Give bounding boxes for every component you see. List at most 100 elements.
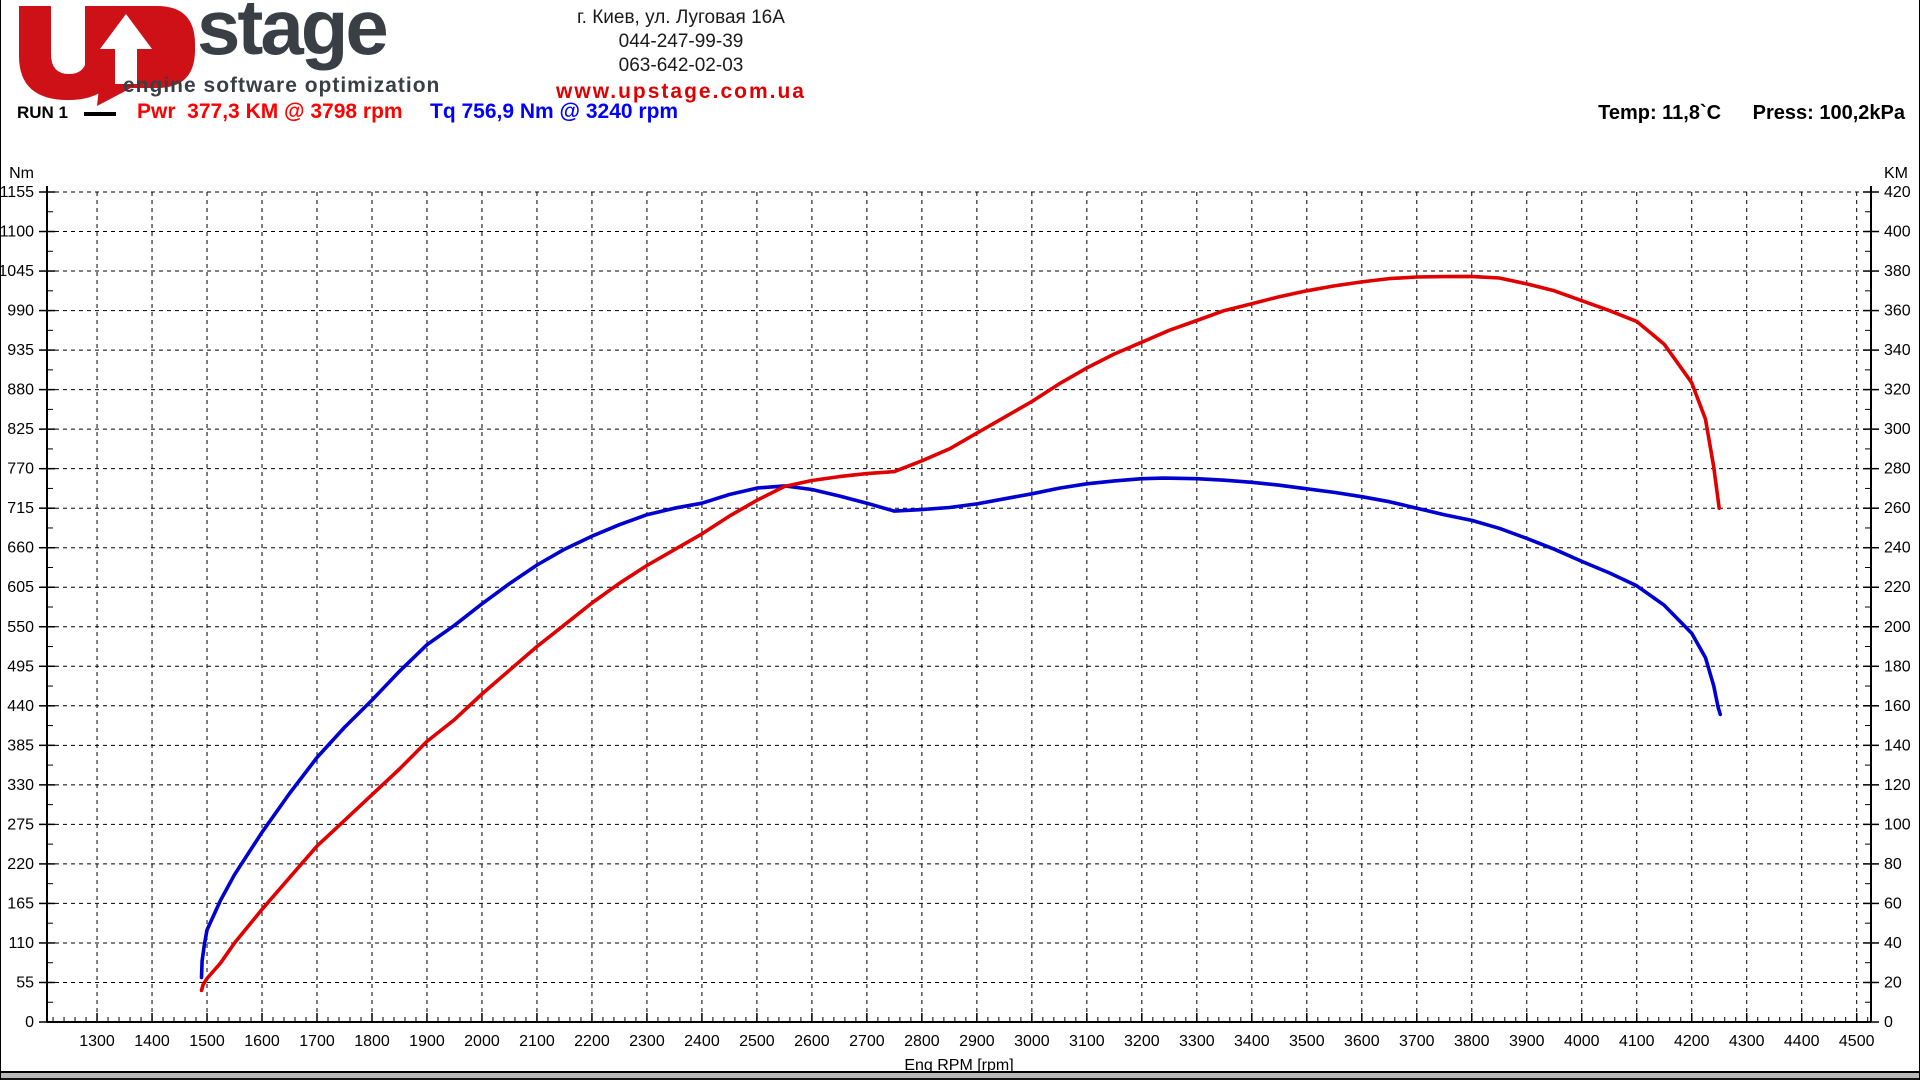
svg-text:770: 770 — [7, 461, 34, 478]
svg-text:165: 165 — [7, 895, 34, 912]
svg-text:275: 275 — [7, 816, 34, 833]
svg-text:2400: 2400 — [684, 1033, 720, 1050]
svg-text:1600: 1600 — [244, 1033, 280, 1050]
svg-text:1900: 1900 — [409, 1033, 445, 1050]
power-curve — [199, 274, 1721, 993]
svg-text:300: 300 — [1884, 421, 1911, 438]
svg-text:360: 360 — [1884, 303, 1911, 320]
svg-text:180: 180 — [1884, 658, 1911, 675]
svg-text:100: 100 — [1884, 816, 1911, 833]
pressure-readout: Press: 100,2kPa — [1752, 102, 1905, 124]
report-header: stage engine software optimization г. Ки… — [1, 0, 1919, 130]
website-link[interactable]: www.upstage.com.ua — [556, 80, 806, 103]
phone-line-1: 044-247-99-39 — [618, 31, 744, 52]
svg-text:3400: 3400 — [1234, 1033, 1270, 1050]
svg-text:55: 55 — [16, 974, 34, 991]
svg-text:2200: 2200 — [574, 1033, 610, 1050]
svg-text:420: 420 — [1884, 184, 1911, 201]
svg-text:3100: 3100 — [1069, 1033, 1105, 1050]
svg-text:0: 0 — [25, 1014, 34, 1031]
svg-text:4300: 4300 — [1729, 1033, 1765, 1050]
temperature-readout: Temp: 11,8`C — [1598, 102, 1722, 124]
svg-text:605: 605 — [7, 579, 34, 596]
power-peak-readout: Pwr 377,3 KM @ 3798 rpm — [137, 100, 403, 123]
svg-text:1155: 1155 — [1, 184, 34, 201]
svg-text:140: 140 — [1884, 737, 1911, 754]
svg-text:3800: 3800 — [1454, 1033, 1490, 1050]
svg-text:330: 330 — [7, 777, 34, 794]
svg-text:4100: 4100 — [1619, 1033, 1655, 1050]
svg-text:2700: 2700 — [849, 1033, 885, 1050]
svg-text:440: 440 — [7, 698, 34, 715]
svg-text:3600: 3600 — [1344, 1033, 1380, 1050]
svg-text:715: 715 — [7, 500, 34, 517]
svg-text:2500: 2500 — [739, 1033, 775, 1050]
torque-peak-readout: Tq 756,9 Nm @ 3240 rpm — [430, 100, 679, 123]
run-legend-line — [84, 112, 116, 116]
svg-text:2900: 2900 — [959, 1033, 995, 1050]
address-line: г. Киев, ул. Луговая 16А — [577, 7, 785, 28]
svg-text:825: 825 — [7, 421, 34, 438]
phone-line-2: 063-642-02-03 — [618, 55, 744, 76]
svg-text:1400: 1400 — [134, 1033, 170, 1050]
svg-text:320: 320 — [1884, 382, 1911, 399]
svg-text:260: 260 — [1884, 500, 1911, 517]
svg-text:2100: 2100 — [519, 1033, 555, 1050]
svg-text:1800: 1800 — [354, 1033, 390, 1050]
svg-text:1300: 1300 — [79, 1033, 115, 1050]
svg-text:2300: 2300 — [629, 1033, 665, 1050]
svg-text:3300: 3300 — [1179, 1033, 1215, 1050]
svg-text:Nm: Nm — [9, 165, 34, 182]
svg-text:4400: 4400 — [1784, 1033, 1820, 1050]
svg-text:550: 550 — [7, 619, 34, 636]
svg-text:0: 0 — [1884, 1014, 1893, 1031]
svg-text:1500: 1500 — [189, 1033, 225, 1050]
svg-text:280: 280 — [1884, 461, 1911, 478]
svg-text:660: 660 — [7, 540, 34, 557]
svg-text:1700: 1700 — [299, 1033, 335, 1050]
svg-text:935: 935 — [7, 342, 34, 359]
svg-text:400: 400 — [1884, 224, 1911, 241]
svg-text:385: 385 — [7, 737, 34, 754]
svg-text:110: 110 — [8, 935, 34, 952]
svg-text:1100: 1100 — [1, 224, 34, 241]
svg-text:2600: 2600 — [794, 1033, 830, 1050]
svg-text:3000: 3000 — [1014, 1033, 1050, 1050]
svg-text:120: 120 — [1884, 777, 1911, 794]
svg-text:220: 220 — [1884, 579, 1911, 596]
upstage-logo-mark — [19, 6, 195, 106]
svg-text:4500: 4500 — [1839, 1033, 1875, 1050]
svg-text:200: 200 — [1884, 619, 1911, 636]
logo-brand-text: stage — [197, 0, 389, 71]
contact-block: г. Киев, ул. Луговая 16А 044-247-99-39 0… — [481, 6, 881, 104]
ambient-conditions: Temp: 11,8`C Press: 100,2kPa — [1572, 102, 1905, 125]
svg-text:160: 160 — [1884, 698, 1911, 715]
svg-text:Eng RPM [rpm]: Eng RPM [rpm] — [904, 1057, 1013, 1074]
svg-text:2000: 2000 — [464, 1033, 500, 1050]
svg-text:340: 340 — [1884, 342, 1911, 359]
window-bottom-border — [1, 1071, 1919, 1080]
svg-text:3500: 3500 — [1289, 1033, 1325, 1050]
svg-text:20: 20 — [1884, 974, 1902, 991]
svg-text:4200: 4200 — [1674, 1033, 1710, 1050]
run-legend-row: RUN 1 Pwr 377,3 KM @ 3798 rpm Tq 756,9 N… — [1, 98, 1919, 130]
svg-text:60: 60 — [1884, 895, 1902, 912]
svg-text:220: 220 — [7, 856, 34, 873]
svg-text:2800: 2800 — [904, 1033, 940, 1050]
upstage-logo: stage engine software optimization — [11, 0, 439, 106]
svg-text:40: 40 — [1884, 935, 1902, 952]
svg-text:495: 495 — [7, 658, 34, 675]
svg-text:380: 380 — [1884, 263, 1911, 280]
svg-text:880: 880 — [7, 382, 34, 399]
torque-curve — [199, 476, 1723, 980]
logo-tagline: engine software optimization — [123, 74, 441, 97]
svg-text:80: 80 — [1884, 856, 1902, 873]
svg-text:1045: 1045 — [1, 263, 34, 280]
svg-text:KM: KM — [1884, 165, 1908, 182]
svg-text:4000: 4000 — [1564, 1033, 1600, 1050]
svg-text:240: 240 — [1884, 540, 1911, 557]
svg-text:3700: 3700 — [1399, 1033, 1435, 1050]
svg-text:990: 990 — [7, 303, 34, 320]
